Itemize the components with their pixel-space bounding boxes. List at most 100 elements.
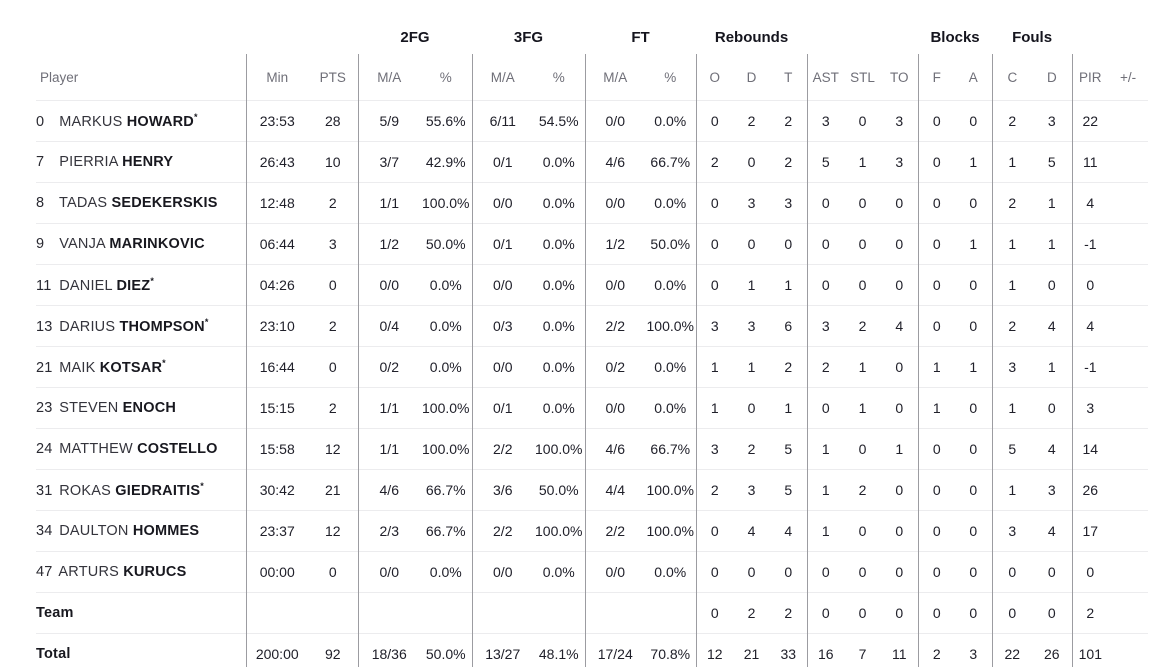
column-header-ft-ma: M/A — [584, 54, 645, 101]
player-first-name: MATTHEW — [55, 441, 138, 457]
stat-cell: 50.0% — [420, 633, 472, 667]
player-number: 21 — [36, 359, 53, 376]
stat-cell: 1 — [991, 141, 1033, 183]
stat-cell: 0 — [806, 182, 845, 224]
player-number: 7 — [36, 154, 45, 170]
player-name-cell: 7 PIERRIA HENRY — [36, 141, 246, 183]
stat-cell: 0 — [1032, 551, 1073, 593]
column-header-3fg-pct: % — [552, 69, 565, 85]
player-last-name: HOWARD — [126, 113, 194, 130]
stat-cell: 2 — [770, 592, 808, 634]
stat-cell: 1 — [917, 387, 956, 429]
stat-cell: 26:43 — [245, 141, 308, 183]
stat-cell — [584, 592, 645, 634]
stat-cell: 04:26 — [245, 264, 308, 306]
player-last-name: MARINKOVIC — [109, 236, 205, 252]
stat-cell: 1 — [770, 264, 808, 306]
player-first-name: STEVEN — [55, 400, 123, 416]
stat-cell: 1 — [955, 141, 993, 183]
stat-cell: 0 — [733, 387, 771, 429]
player-name-cell: 13 DARIUS THOMPSON* — [36, 305, 246, 347]
column-header-2fg-pct: % — [439, 69, 452, 85]
player-number: 34 — [36, 523, 53, 539]
column-header-2fg-ma: M/A — [357, 54, 420, 101]
stat-cell: 0 — [881, 264, 919, 306]
stat-cell: 15:58 — [245, 428, 308, 470]
stat-cell: 0 — [695, 223, 734, 265]
stat-cell: 1 — [733, 346, 771, 388]
player-name-cell: 8 TADAS SEDEKERSKIS — [36, 182, 246, 224]
stat-cell: 1 — [991, 387, 1033, 429]
stat-cell: 4 — [1071, 182, 1109, 224]
group-header-fouls: Fouls — [1012, 28, 1053, 46]
stat-cell: 0/2 — [584, 346, 645, 388]
player-last-name: GIEDRAITIS — [115, 482, 201, 499]
stat-cell: 1 — [881, 428, 919, 470]
stat-cell: 4/6 — [357, 469, 420, 511]
player-number: 31 — [36, 482, 53, 499]
stat-cell: 0.0% — [533, 305, 585, 347]
stat-cell: 2 — [806, 346, 845, 388]
stat-cell: 0 — [917, 305, 956, 347]
column-header-to: TO — [890, 69, 909, 85]
stat-cell: 4 — [1032, 510, 1073, 552]
stat-cell: 50.0% — [420, 223, 472, 265]
stat-cell: 0/0 — [471, 182, 533, 224]
stat-cell: 3 — [881, 141, 919, 183]
stat-cell: 0.0% — [533, 182, 585, 224]
stat-cell: 0 — [991, 551, 1033, 593]
player-number: 24 — [36, 441, 53, 457]
stat-cell: 0/1 — [471, 141, 533, 183]
column-header-row: Player Min PTS M/A % M/A % M/A % O D T A… — [36, 54, 1148, 101]
stat-cell: 1 — [991, 469, 1033, 511]
stat-cell: 0 — [955, 469, 993, 511]
stat-cell: 1/1 — [357, 182, 420, 224]
stat-cell: 2 — [733, 100, 771, 142]
stat-cell: 0 — [844, 551, 882, 593]
stat-cell: 0.0% — [533, 551, 585, 593]
player-last-name: HENRY — [122, 154, 174, 170]
starter-asterisk: * — [204, 317, 209, 328]
stat-cell: 3 — [881, 100, 919, 142]
stat-cell: 0 — [695, 551, 734, 593]
stat-cell: 0 — [955, 264, 993, 306]
player-last-name: DIEZ — [116, 277, 151, 294]
stat-cell: 15:15 — [245, 387, 308, 429]
stat-cell: 11 — [1071, 141, 1109, 183]
stat-cell: 1 — [844, 387, 882, 429]
stat-cell: 100.0% — [420, 428, 472, 470]
stat-cell: 0 — [1032, 387, 1073, 429]
stat-cell: 2 — [733, 428, 771, 470]
stat-cell: 2 — [844, 305, 882, 347]
group-header-rebounds: Rebounds — [714, 28, 789, 46]
stat-cell: 0 — [917, 551, 956, 593]
stat-cell: 2 — [695, 469, 734, 511]
stat-cell: 0/1 — [471, 223, 533, 265]
stat-cell: 2 — [844, 469, 882, 511]
stat-cell: 5/9 — [357, 100, 420, 142]
stat-cell: 23:37 — [245, 510, 308, 552]
stat-cell: 0.0% — [420, 551, 472, 593]
stat-cell: 2 — [308, 182, 358, 224]
stat-cell: 2 — [991, 305, 1033, 347]
stat-cell: 0/0 — [584, 100, 645, 142]
stat-cell: 33 — [770, 633, 808, 667]
player-first-name: DANIEL — [55, 277, 117, 294]
stat-cell: 0 — [806, 387, 845, 429]
stat-cell: 1/1 — [357, 387, 420, 429]
stat-cell: 0 — [917, 264, 956, 306]
stat-cell — [1108, 100, 1149, 142]
player-last-name: HOMMES — [132, 523, 200, 539]
stat-cell: 101 — [1071, 633, 1109, 667]
stat-cell: 54.5% — [533, 100, 585, 142]
stat-cell — [1108, 346, 1149, 388]
stat-cell: 06:44 — [245, 223, 308, 265]
stat-cell: 0.0% — [645, 100, 697, 142]
column-header-ft-pct: % — [664, 69, 677, 85]
stat-cell: 2/2 — [584, 510, 645, 552]
stat-cell: 0 — [1032, 592, 1073, 634]
stat-cell: 0 — [881, 510, 919, 552]
stat-cell: 0 — [806, 592, 845, 634]
starter-asterisk: * — [150, 276, 155, 287]
stat-cell — [357, 592, 420, 634]
